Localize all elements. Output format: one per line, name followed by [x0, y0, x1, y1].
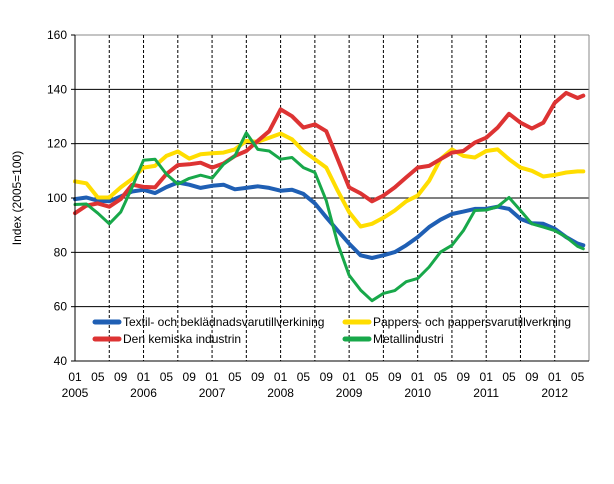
x-year-label: 2005	[62, 386, 89, 400]
x-year-label: 2006	[130, 386, 157, 400]
x-year-label: 2011	[473, 386, 499, 400]
x-tick-label: 09	[388, 370, 402, 384]
series-line-4	[73, 131, 585, 303]
x-year-label: 2007	[199, 386, 226, 400]
x-tick-label: 01	[137, 370, 151, 384]
x-tick-label: 09	[525, 370, 539, 384]
y-tick-label: 40	[54, 354, 68, 368]
y-tick-label: 80	[54, 245, 68, 259]
y-tick-label: 120	[47, 137, 67, 151]
series-line-3	[73, 90, 586, 216]
x-tick-label: 01	[342, 370, 356, 384]
x-tick-label: 05	[297, 370, 311, 384]
x-tick-label: 09	[114, 370, 128, 384]
x-tick-label: 05	[365, 370, 379, 384]
y-tick-label: 140	[47, 82, 67, 96]
x-tick-label: 05	[571, 370, 585, 384]
x-year-label: 2009	[336, 386, 363, 400]
series-lines	[73, 90, 586, 303]
axes: 40 60 80 100 120 140 160 01 05 09 01 05 09 01 05 09 01 05…	[47, 28, 589, 400]
x-tick-label: 05	[160, 370, 174, 384]
x-tick-label: 01	[548, 370, 562, 384]
x-year-label: 2008	[267, 386, 294, 400]
legend-label: Textil- och beklädnadsvarutillverkining	[123, 315, 324, 329]
series-line-1	[73, 180, 586, 260]
y-tick-label: 60	[54, 300, 68, 314]
x-tick-label: 01	[411, 370, 425, 384]
legend-label: Den kemiska industrin	[123, 332, 241, 346]
x-tick-label: 09	[457, 370, 471, 384]
x-tick-label: 09	[183, 370, 197, 384]
legend-label: Metallindustri	[373, 332, 444, 346]
y-tick-label: 100	[47, 191, 67, 205]
x-tick-label: 09	[320, 370, 334, 384]
x-tick-label: 01	[68, 370, 82, 384]
x-year-label: 2012	[541, 386, 568, 400]
series-line-2	[73, 131, 586, 229]
x-tick-label: 01	[205, 370, 219, 384]
x-tick-label: 01	[480, 370, 494, 384]
x-tick-label: 05	[502, 370, 516, 384]
x-tick-label: 01	[274, 370, 288, 384]
y-tick-label: 160	[47, 28, 67, 42]
x-year-label: 2010	[404, 386, 431, 400]
legend: Textil- och beklädnadsvarutillverkining P…	[92, 315, 571, 346]
x-tick-label: 05	[228, 370, 242, 384]
y-axis-label: Index (2005=100)	[10, 151, 24, 245]
x-tick-label: 09	[251, 370, 265, 384]
grid	[75, 34, 590, 361]
legend-label: Pappers- och pappersvarutillverkning	[373, 315, 571, 329]
x-tick-label: 05	[434, 370, 448, 384]
x-tick-label: 05	[91, 370, 105, 384]
